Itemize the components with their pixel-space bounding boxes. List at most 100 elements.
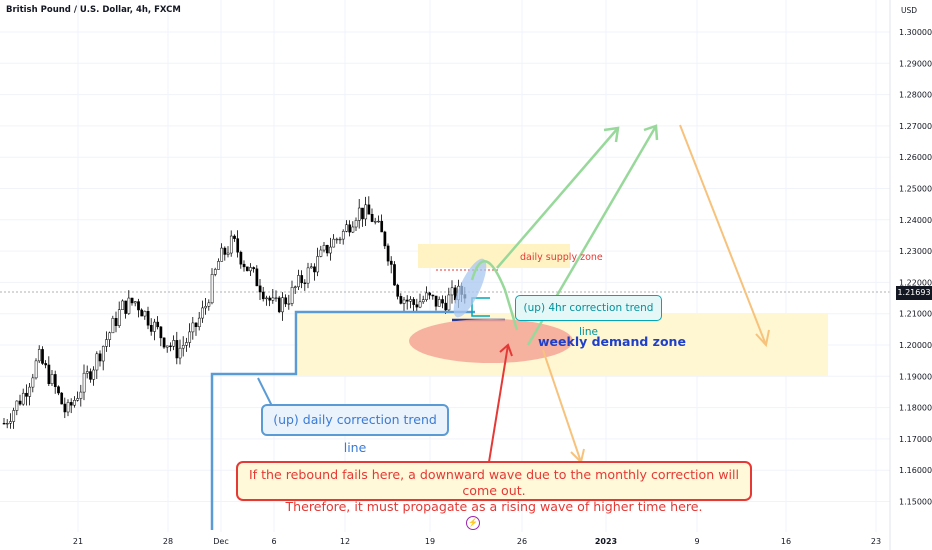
candle-body [188,331,192,343]
price-tick-label: 1.25000 [899,185,932,194]
candle-body [53,374,57,387]
price-tick-label: 1.21000 [899,310,932,319]
time-tick-label: 21 [73,537,83,546]
candle-body [172,340,176,347]
candle-body [351,226,355,233]
weekly-demand-zone-label: weekly demand zone [538,334,686,349]
candle-body [111,318,115,334]
candle-body [89,371,92,380]
candle-body [44,363,48,366]
time-tick-label: 16 [781,537,791,546]
candle-body [197,317,201,328]
candle-body [249,267,252,272]
candle-body [153,321,156,332]
candle-body [108,332,112,340]
lightning-icon[interactable]: ⚡ [466,516,480,530]
candle-body [383,231,387,247]
price-axis: 1.15000 1.16000 1.17000 1.18000 1.19000 1.200… [899,28,932,507]
candle-body [357,207,361,221]
candle-body [117,309,121,326]
green-rise-arrow-1 [496,127,619,269]
price-tick-label: 1.24000 [899,216,932,225]
candle-body [69,402,73,406]
candle-body [41,349,44,364]
time-tick-label: 28 [163,537,173,546]
candle-body [444,302,448,311]
note-line-1: If the rebound fails here, a downward wa… [248,467,740,498]
candle-body [165,345,169,348]
green-rise-arrowhead-2 [643,124,659,141]
note-line-2: Therefore, it must propagate as a rising… [285,499,703,514]
candle-body [92,369,96,380]
price-tick-label: 1.19000 [899,372,932,381]
candle-body [175,340,179,359]
candle-body [63,403,67,413]
candle-body [377,220,380,223]
four-hr-trend-line-label[interactable]: (up) 4hr correction trend line [515,295,662,338]
candle-body [156,321,160,328]
time-axis: 21 28 Dec 6 12 19 26 2023 9 16 23 [73,537,881,546]
price-tick-label: 1.30000 [899,28,932,37]
weekly-demand-ellipse[interactable] [409,319,573,363]
candle-body [447,294,451,311]
candle-body [101,346,105,362]
daily-supply-zone[interactable] [418,244,570,268]
candle-body [306,267,310,284]
candle-body [79,391,83,399]
candle-body [18,400,22,405]
candle-body [409,299,412,302]
orange-fall-arrowhead-1 [755,329,770,348]
daily-supply-zone-label: daily supply zone [520,252,603,263]
candle-body [229,235,233,254]
candle-body [354,220,358,228]
candle-body [277,297,281,313]
time-tick-label: 6 [271,537,276,546]
price-tick-label: 1.22000 [899,278,932,287]
candle-body [239,251,243,265]
candle-body [181,345,185,349]
candle-body [66,402,70,413]
price-tick-label: 1.28000 [899,91,932,100]
candle-body [76,398,80,401]
candle-body [293,286,297,288]
time-tick-label: 12 [340,537,350,546]
candle-body [169,345,172,347]
candle-body [370,213,374,222]
candle-body [316,256,320,273]
candle-body [149,324,153,332]
candle-body [127,297,131,314]
candle-body [185,342,188,346]
candle-body [114,318,118,326]
candle-body [300,275,304,284]
candle-body [252,267,256,270]
daily-trend-line-label[interactable]: (up) daily correction trend line [261,404,449,455]
monthly-correction-note[interactable]: If the rebound fails here, a downward wa… [236,461,752,514]
candle-body [194,322,198,328]
candle-body [95,353,99,371]
last-price-tag: 1.21693 [896,286,932,300]
candle-body [242,263,246,268]
candle-body [34,360,38,379]
candle-body [140,309,144,317]
chart-title: British Pound / U.S. Dollar, 4h, FXCM [6,5,181,15]
candle-body [415,304,419,308]
time-tick-label: Dec [213,537,228,546]
price-tick-label: 1.26000 [899,153,932,162]
candle-body [437,299,441,307]
candle-body [146,310,150,326]
candle-body [178,347,182,359]
candle-body [319,249,323,257]
candle-body [281,297,284,313]
candle-body [268,297,272,301]
candle-body [159,326,163,339]
daily-trend-line[interactable] [210,310,475,530]
candle-body [31,377,35,388]
price-tick-label: 1.23000 [899,247,932,256]
candle-body [47,364,51,385]
candle-body [130,297,134,304]
candle-body [367,204,371,215]
candle-body [233,235,236,239]
candle-body [210,274,214,304]
candle-body [220,247,224,262]
